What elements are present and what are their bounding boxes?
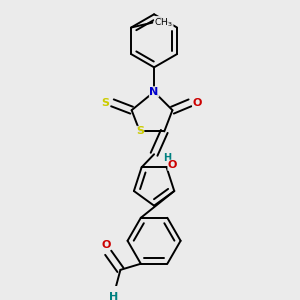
Text: S: S [101,98,109,108]
Text: H: H [109,292,118,300]
Text: O: O [193,98,202,108]
Text: O: O [168,160,177,170]
Text: H: H [163,152,171,163]
Text: N: N [149,87,159,97]
Text: S: S [136,126,144,136]
Text: O: O [101,240,111,250]
Text: CH$_3$: CH$_3$ [154,16,173,29]
